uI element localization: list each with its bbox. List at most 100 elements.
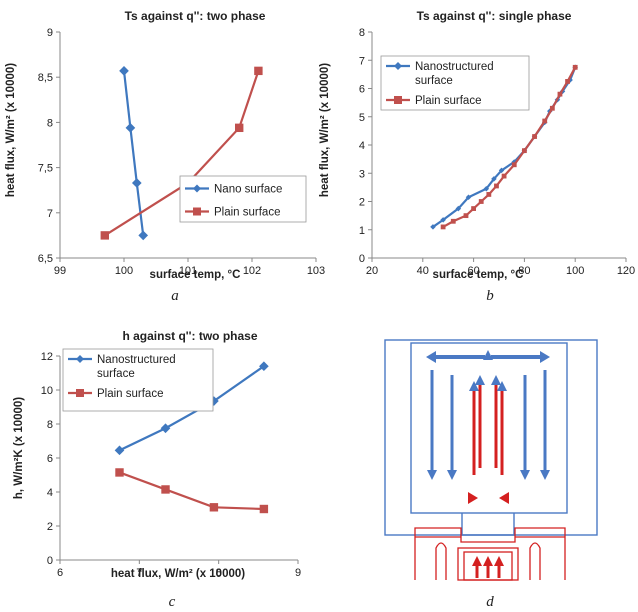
inner-chamber (410, 342, 568, 514)
x-tick-label: 99 (54, 265, 66, 277)
series-line-1 (119, 365, 265, 452)
data-point (498, 167, 505, 174)
legend-marker (76, 355, 84, 363)
legend-label: Nanostructured surface (415, 61, 494, 87)
schematic-d: d (384, 339, 598, 610)
x-tick-label: 6 (57, 567, 63, 579)
series-line-2 (442, 66, 577, 228)
data-point (465, 194, 472, 201)
x-tick-label: 101 (179, 265, 197, 277)
data-point (549, 105, 555, 111)
data-point (532, 134, 537, 139)
y-tick-label: 10 (41, 385, 53, 397)
data-point (235, 123, 244, 133)
y-tick-label: 5 (359, 112, 365, 124)
data-point (259, 504, 269, 514)
data-point (483, 186, 490, 192)
y-tick-label: 8 (47, 419, 53, 431)
heater-block (414, 527, 566, 581)
y-tick-label: 12 (41, 351, 53, 363)
legend-marker (394, 96, 402, 104)
data-point (494, 183, 499, 189)
chart-c-xlabel: heat flux, W/m² (x 10000) (111, 568, 245, 580)
y-tick-label: 3 (359, 168, 365, 180)
data-point (450, 218, 456, 224)
x-tick-label: 102 (243, 265, 261, 277)
y-tick-label: 6,5 (38, 253, 53, 265)
x-tick-label: 120 (617, 265, 635, 277)
data-point (511, 162, 517, 168)
y-tick-label: 2 (47, 521, 53, 533)
series-line-1 (122, 70, 145, 236)
data-point (491, 176, 497, 182)
chart-b-xlabel: surface temp, °C (433, 269, 524, 281)
legend-marker (193, 184, 201, 193)
chart-c-ylabel: h, W/m²K (x 10000) (13, 397, 25, 499)
legend-marker (193, 207, 201, 216)
y-tick-label: 6 (359, 84, 365, 96)
data-point (254, 66, 263, 76)
data-point (557, 91, 563, 97)
panel-label-b: b (486, 288, 494, 304)
legend-label: Plain surface (214, 207, 280, 219)
panel-label-a: a (171, 288, 179, 304)
data-point (259, 361, 269, 372)
legend-label: Nanostructured surface (97, 354, 176, 380)
x-tick-label: 8 (216, 567, 222, 579)
y-tick-label: 4 (47, 487, 53, 499)
data-point (115, 468, 124, 477)
chart-a-title: Ts against q'': two phase (125, 9, 266, 23)
y-tick-label: 6 (47, 453, 53, 465)
data-point (131, 178, 142, 188)
x-tick-label: 9 (295, 567, 301, 579)
data-point (542, 118, 548, 124)
chart-c: h against q'': two phase 0 2 4 6 8 10 12 6 7 8 9 Na… (13, 329, 301, 610)
chart-b: Ts against q'': single phase 0 1 2 3 4 5 6 7 8 20… (319, 9, 635, 304)
neck (461, 513, 515, 536)
y-tick-label: 1 (359, 225, 365, 237)
data-point (119, 66, 129, 76)
chart-a-xlabel: surface temp, °C (150, 269, 241, 281)
data-point (125, 122, 136, 133)
data-point (138, 230, 149, 241)
data-point (463, 213, 469, 219)
data-point (430, 224, 436, 230)
data-point (565, 79, 570, 84)
series-line-2 (104, 70, 260, 237)
data-point (114, 445, 125, 456)
data-point (161, 485, 170, 494)
x-tick-label: 40 (417, 265, 429, 277)
data-point (209, 503, 219, 512)
data-point (572, 64, 578, 70)
y-tick-label: 7,5 (38, 163, 53, 175)
y-tick-label: 7 (359, 55, 365, 67)
legend-label: Nano surface (214, 184, 282, 196)
legend-marker (76, 389, 84, 397)
y-tick-label: 7 (47, 208, 53, 220)
series-line-2 (119, 471, 264, 511)
blue-down-arrows (427, 370, 550, 480)
x-tick-label: 20 (366, 265, 378, 277)
data-point (478, 199, 484, 204)
y-tick-label: 9 (47, 27, 53, 39)
heater-up-arrows (472, 556, 504, 578)
outer-chamber (384, 339, 598, 536)
legend-label: Plain surface (415, 95, 481, 107)
y-tick-label: 8 (359, 27, 365, 39)
chart-b-axes: 0 1 2 3 4 5 6 7 8 20 40 60 80 100 120 Nanostructured sur… (359, 27, 635, 277)
chart-a: Ts against q'': two phase 6,577,588,5999… (5, 9, 325, 304)
data-point (100, 231, 109, 240)
x-tick-label: 103 (307, 265, 325, 277)
red-up-arrows (469, 375, 507, 475)
chart-b-title: Ts against q'': single phase (417, 9, 572, 23)
x-tick-label: 80 (518, 265, 530, 277)
y-tick-label: 8 (47, 117, 53, 129)
chart-a-ylabel: heat flux, W/m² (x 10000) (5, 63, 17, 197)
legend-marker (394, 62, 402, 70)
chart-c-title: h against q'': two phase (122, 329, 257, 343)
data-point (486, 192, 492, 197)
data-point (440, 217, 446, 223)
y-tick-label: 8,5 (38, 72, 53, 84)
